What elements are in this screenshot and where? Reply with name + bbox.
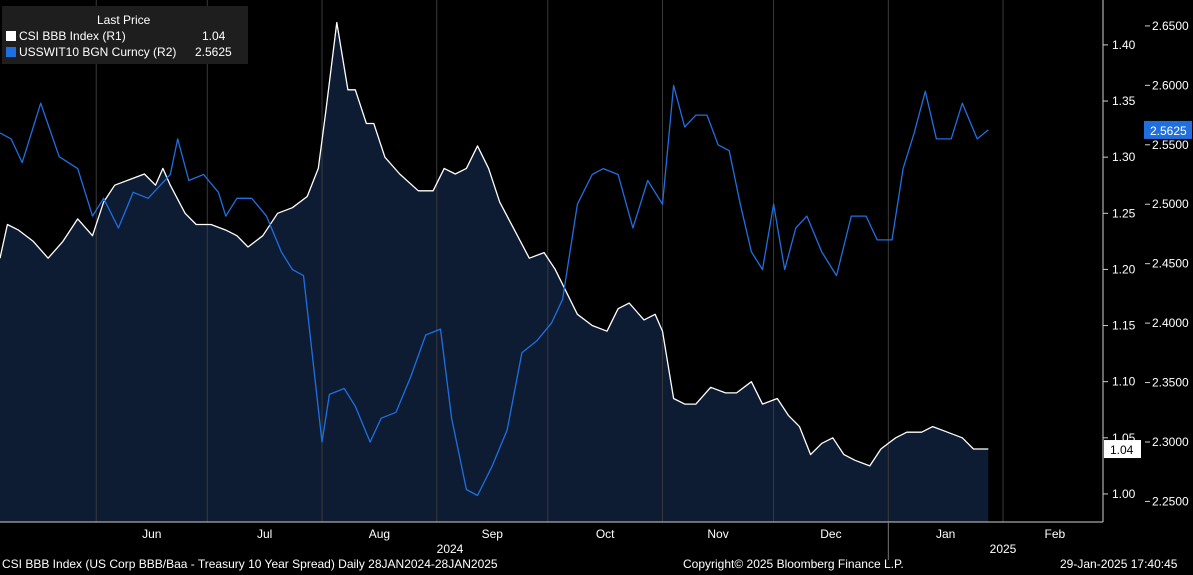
month-label: Oct	[596, 527, 615, 541]
last-value-badge-r1	[1104, 440, 1141, 459]
month-label: Feb	[1045, 527, 1066, 541]
r2-tick-label: 2.5500	[1152, 138, 1189, 152]
axes: 1.001.051.101.151.201.251.301.351.402.25…	[0, 0, 1192, 560]
footer-timestamp: 29-Jan-2025 17:40:45	[1060, 557, 1178, 571]
r2-tick-label: 2.5000	[1152, 197, 1189, 211]
grid-lines	[95, 0, 1004, 522]
month-label: Jan	[936, 527, 955, 541]
legend-label: CSI BBB Index (R1)	[19, 29, 126, 43]
r2-tick-label: 2.6000	[1152, 78, 1189, 92]
footer-copyright: Copyright© 2025 Bloomberg Finance L.P.	[683, 557, 904, 571]
r1-tick-label: 1.10	[1112, 375, 1136, 389]
legend-value-usswit10: 2.5625	[195, 45, 232, 59]
month-label: Aug	[369, 527, 390, 541]
r2-tick-label: 2.3500	[1152, 376, 1189, 390]
month-label: Jul	[257, 527, 272, 541]
r2-tick-label: 2.4500	[1152, 257, 1189, 271]
r1-tick-label: 1.40	[1112, 38, 1136, 52]
legend-swatch-white	[6, 31, 16, 41]
r1-tick-label: 1.35	[1112, 94, 1136, 108]
r1-tick-label: 1.25	[1112, 206, 1136, 220]
month-label: Dec	[820, 527, 841, 541]
r1-tick-label: 1.30	[1112, 150, 1136, 164]
r2-tick-label: 2.6500	[1152, 19, 1189, 33]
r1-tick-label: 1.20	[1112, 262, 1136, 276]
month-label: Nov	[707, 527, 728, 541]
area-fill-group	[0, 22, 989, 522]
month-label: Jun	[142, 527, 161, 541]
r2-tick-label: 2.4000	[1152, 316, 1189, 330]
legend-item-csi-bbb: CSI BBB Index (R1)	[6, 28, 126, 44]
legend-value-csi-bbb: 1.04	[202, 29, 226, 43]
month-label: Sep	[482, 527, 504, 541]
footer-description: CSI BBB Index (US Corp BBB/Baa - Treasur…	[2, 557, 498, 571]
year-label-2024: 2024	[437, 542, 464, 556]
last-value-label-r1: 1.04	[1110, 443, 1134, 457]
legend-header: Last Price	[97, 13, 151, 27]
legend-swatch-blue	[6, 47, 16, 57]
r2-tick-label: 2.3000	[1152, 435, 1189, 449]
r1-tick-label: 1.15	[1112, 319, 1136, 333]
series-line-1	[0, 84, 989, 497]
legend-item-usswit10: USSWIT10 BGN Curncy (R2)	[6, 44, 176, 60]
r1-tick-label: 1.00	[1112, 487, 1136, 501]
r2-tick-label: 2.2500	[1152, 494, 1189, 508]
year-label-2025: 2025	[990, 542, 1017, 556]
legend-label: USSWIT10 BGN Curncy (R2)	[19, 45, 177, 59]
series-area-0	[0, 22, 989, 522]
last-value-badge-r2	[1144, 120, 1192, 139]
series-lines	[0, 21, 989, 497]
last-value-label-r2: 2.5625	[1150, 124, 1187, 138]
series-line-0	[0, 21, 989, 467]
legend: Last Price CSI BBB Index (R1) 1.04 USSWI…	[2, 6, 248, 64]
